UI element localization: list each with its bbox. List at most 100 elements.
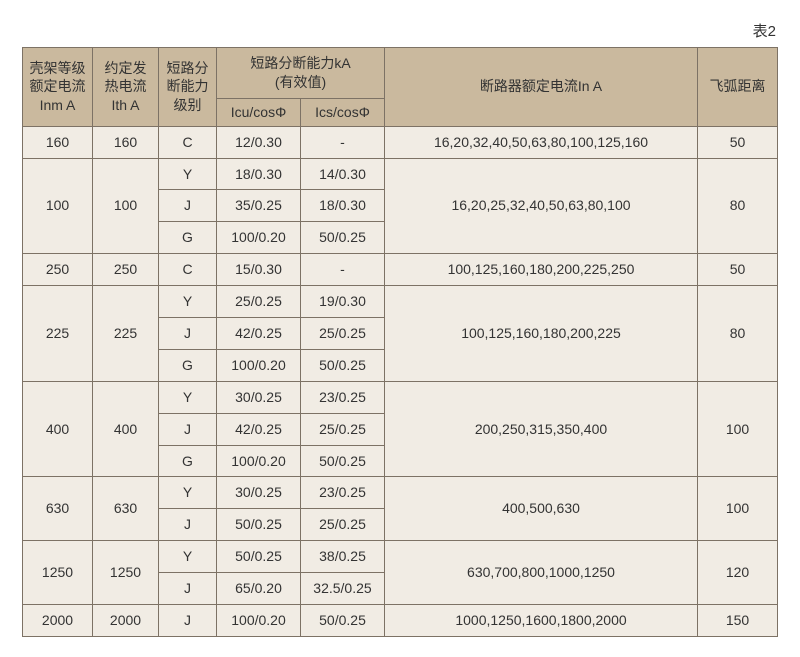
cell-ics: 50/0.25 xyxy=(301,445,385,477)
cell-icu: 100/0.20 xyxy=(217,605,301,637)
cell-ith: 2000 xyxy=(93,605,159,637)
cell-grade: C xyxy=(159,126,217,158)
cell-icu: 50/0.25 xyxy=(217,509,301,541)
cell-icu: 30/0.25 xyxy=(217,477,301,509)
table-head: 壳架等级额定电流Inm A 约定发热电流Ith A 短路分断能力级别 短路分断能… xyxy=(23,48,778,127)
cell-icu: 18/0.30 xyxy=(217,158,301,190)
table-body: 160160C12/0.30-16,20,32,40,50,63,80,100,… xyxy=(23,126,778,636)
table-caption: 表2 xyxy=(22,20,776,41)
col-icu: Icu/cosΦ xyxy=(217,98,301,126)
col-grade: 短路分断能力级别 xyxy=(159,48,217,127)
cell-inm: 250 xyxy=(23,254,93,286)
cell-grade: C xyxy=(159,254,217,286)
cell-icu: 42/0.25 xyxy=(217,318,301,350)
cell-arc: 50 xyxy=(698,126,778,158)
cell-ics: 23/0.25 xyxy=(301,477,385,509)
cell-ics: 19/0.30 xyxy=(301,286,385,318)
cell-ith: 225 xyxy=(93,286,159,382)
cell-icu: 25/0.25 xyxy=(217,286,301,318)
cell-icu: 15/0.30 xyxy=(217,254,301,286)
cell-grade: J xyxy=(159,318,217,350)
cell-inm: 100 xyxy=(23,158,93,254)
cell-ics: 23/0.25 xyxy=(301,381,385,413)
cell-ics: 38/0.25 xyxy=(301,541,385,573)
cell-ics: 25/0.25 xyxy=(301,413,385,445)
cell-grade: Y xyxy=(159,381,217,413)
cell-grade: G xyxy=(159,222,217,254)
table-row: 400400Y30/0.2523/0.25200,250,315,350,400… xyxy=(23,381,778,413)
col-ics: Ics/cosΦ xyxy=(301,98,385,126)
cell-arc: 80 xyxy=(698,158,778,254)
cell-ics: 25/0.25 xyxy=(301,318,385,350)
cell-arc: 100 xyxy=(698,381,778,477)
cell-in: 630,700,800,1000,1250 xyxy=(385,541,698,605)
cell-arc: 150 xyxy=(698,605,778,637)
cell-arc: 50 xyxy=(698,254,778,286)
cell-in: 400,500,630 xyxy=(385,477,698,541)
cell-ics: 50/0.25 xyxy=(301,605,385,637)
cell-icu: 50/0.25 xyxy=(217,541,301,573)
cell-ics: 50/0.25 xyxy=(301,349,385,381)
cell-ics: - xyxy=(301,126,385,158)
cell-ics: 14/0.30 xyxy=(301,158,385,190)
cell-grade: Y xyxy=(159,286,217,318)
col-in: 断路器额定电流In A xyxy=(385,48,698,127)
cell-inm: 400 xyxy=(23,381,93,477)
cell-icu: 42/0.25 xyxy=(217,413,301,445)
cell-grade: G xyxy=(159,349,217,381)
cell-arc: 80 xyxy=(698,286,778,382)
cell-ics: 32.5/0.25 xyxy=(301,573,385,605)
table-row: 160160C12/0.30-16,20,32,40,50,63,80,100,… xyxy=(23,126,778,158)
cell-grade: J xyxy=(159,509,217,541)
table-row: 12501250Y50/0.2538/0.25630,700,800,1000,… xyxy=(23,541,778,573)
cell-icu: 30/0.25 xyxy=(217,381,301,413)
table-row: 20002000J100/0.2050/0.251000,1250,1600,1… xyxy=(23,605,778,637)
cell-icu: 35/0.25 xyxy=(217,190,301,222)
cell-icu: 100/0.20 xyxy=(217,222,301,254)
cell-in: 1000,1250,1600,1800,2000 xyxy=(385,605,698,637)
cell-ics: - xyxy=(301,254,385,286)
col-arc: 飞弧距离 xyxy=(698,48,778,127)
col-break-top: 短路分断能力kA(有效值) xyxy=(217,48,385,99)
cell-grade: J xyxy=(159,573,217,605)
cell-ith: 100 xyxy=(93,158,159,254)
table-row: 225225Y25/0.2519/0.30100,125,160,180,200… xyxy=(23,286,778,318)
cell-in: 16,20,25,32,40,50,63,80,100 xyxy=(385,158,698,254)
cell-in: 100,125,160,180,200,225,250 xyxy=(385,254,698,286)
cell-grade: J xyxy=(159,605,217,637)
col-inm: 壳架等级额定电流Inm A xyxy=(23,48,93,127)
cell-icu: 100/0.20 xyxy=(217,445,301,477)
table-row: 630630Y30/0.2523/0.25400,500,630100 xyxy=(23,477,778,509)
cell-ith: 1250 xyxy=(93,541,159,605)
cell-grade: Y xyxy=(159,541,217,573)
cell-grade: Y xyxy=(159,477,217,509)
cell-inm: 630 xyxy=(23,477,93,541)
cell-grade: J xyxy=(159,190,217,222)
cell-grade: J xyxy=(159,413,217,445)
table-row: 250250C15/0.30-100,125,160,180,200,225,2… xyxy=(23,254,778,286)
cell-in: 16,20,32,40,50,63,80,100,125,160 xyxy=(385,126,698,158)
cell-ics: 18/0.30 xyxy=(301,190,385,222)
cell-inm: 225 xyxy=(23,286,93,382)
cell-arc: 120 xyxy=(698,541,778,605)
cell-inm: 1250 xyxy=(23,541,93,605)
cell-icu: 100/0.20 xyxy=(217,349,301,381)
cell-inm: 2000 xyxy=(23,605,93,637)
cell-arc: 100 xyxy=(698,477,778,541)
cell-icu: 65/0.20 xyxy=(217,573,301,605)
cell-in: 200,250,315,350,400 xyxy=(385,381,698,477)
cell-ics: 25/0.25 xyxy=(301,509,385,541)
cell-ith: 630 xyxy=(93,477,159,541)
cell-grade: Y xyxy=(159,158,217,190)
cell-ics: 50/0.25 xyxy=(301,222,385,254)
cell-in: 100,125,160,180,200,225 xyxy=(385,286,698,382)
col-ith: 约定发热电流Ith A xyxy=(93,48,159,127)
cell-inm: 160 xyxy=(23,126,93,158)
cell-ith: 160 xyxy=(93,126,159,158)
cell-icu: 12/0.30 xyxy=(217,126,301,158)
cell-ith: 250 xyxy=(93,254,159,286)
cell-ith: 400 xyxy=(93,381,159,477)
table-row: 100100Y18/0.3014/0.3016,20,25,32,40,50,6… xyxy=(23,158,778,190)
spec-table: 壳架等级额定电流Inm A 约定发热电流Ith A 短路分断能力级别 短路分断能… xyxy=(22,47,778,637)
cell-grade: G xyxy=(159,445,217,477)
